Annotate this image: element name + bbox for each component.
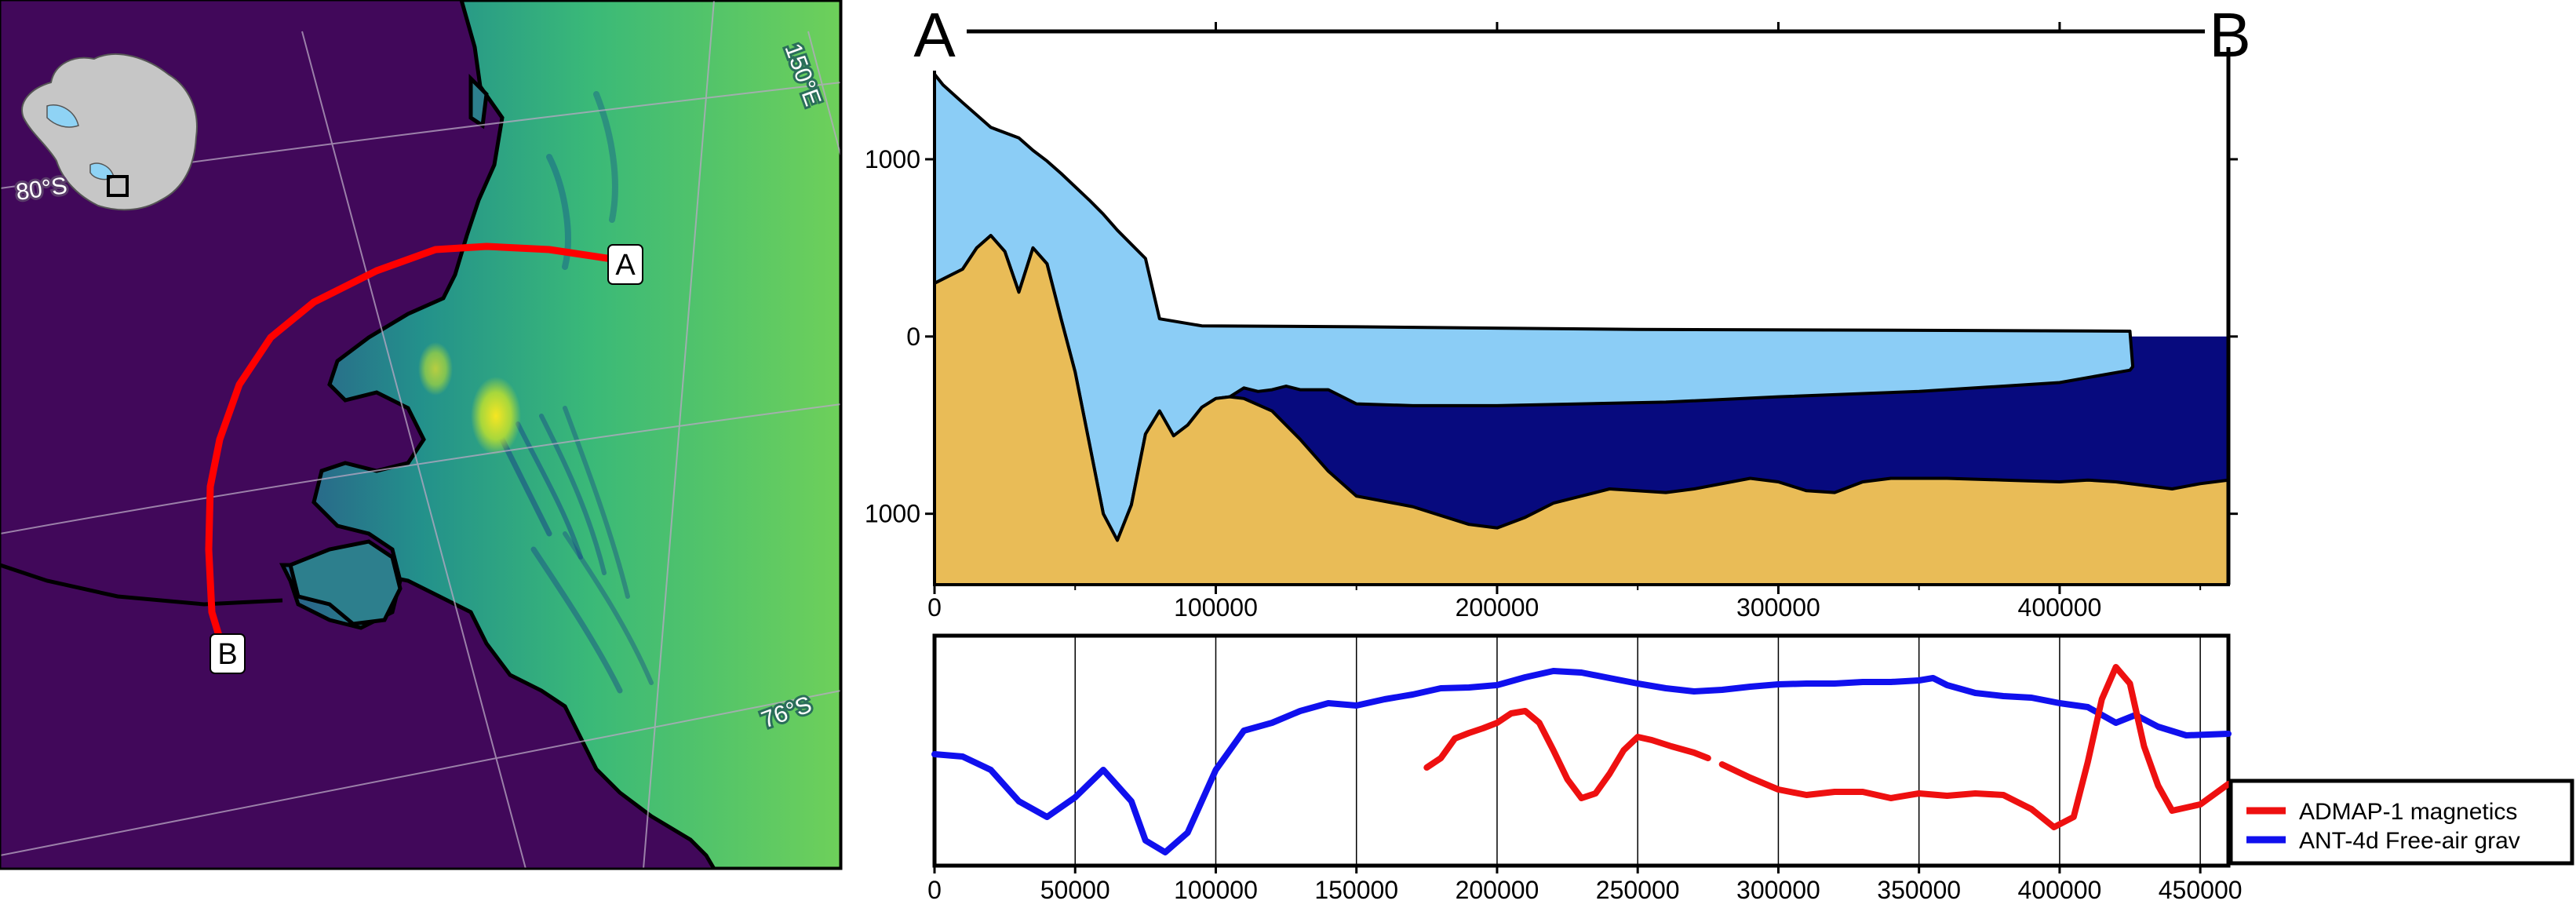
- x-tick-label: 300000: [1736, 876, 1820, 904]
- legend: ADMAP-1 magnetics ANT-4d Free-air grav: [2228, 779, 2574, 866]
- x-tick-label: 200000: [1456, 593, 1539, 622]
- x-tick-label: 50000: [1040, 876, 1110, 904]
- x-tick-label: 100000: [1174, 593, 1258, 622]
- highland-hotspot: [471, 377, 521, 455]
- highland-hotspot-2: [418, 342, 453, 396]
- anomaly-panel: 0 50000 100000 150000 200000 250000 300000 3500…: [927, 633, 2574, 904]
- y-tick-label: 1000: [865, 145, 920, 173]
- x-tick-label: 100000: [1174, 876, 1258, 904]
- inset-continent: [21, 53, 198, 211]
- x-tick-label: 150000: [1314, 876, 1398, 904]
- inset-antarctica: [21, 53, 198, 211]
- marker-a-label: A: [615, 249, 636, 282]
- profile-end-a: A: [913, 0, 956, 70]
- x-tick-label: 250000: [1596, 876, 1680, 904]
- top-ticks: [1214, 22, 2061, 31]
- map-frame: [0, 0, 843, 870]
- series-line-magnetics: [1423, 708, 1711, 801]
- series-line-magnetics: [1718, 664, 2232, 830]
- inset-location-box: [107, 175, 129, 197]
- profile-x-axis: 0 100000 200000 300000 400000: [927, 585, 2202, 622]
- profile-line: [205, 242, 616, 655]
- profile-y-axis: 1000 0 1000: [865, 145, 2238, 528]
- marker-a: A: [607, 244, 643, 285]
- y-tick-label: 1000: [865, 500, 920, 528]
- y-tick-label: 0: [906, 323, 920, 351]
- anomaly-x-axis: 0 50000 100000 150000 200000 250000 300000 3500…: [927, 864, 2243, 904]
- legend-box: [2228, 779, 2574, 866]
- marker-b-label: B: [217, 638, 237, 671]
- inset-ice-shelf: [46, 104, 79, 128]
- legend-label-gravity: ANT-4d Free-air grav: [2299, 828, 2520, 854]
- x-tick-label: 400000: [2018, 593, 2102, 622]
- marker-b: B: [210, 633, 246, 674]
- coastline-south: [0, 563, 283, 607]
- x-tick-label: 450000: [2159, 876, 2243, 904]
- x-tick-label: 350000: [1877, 876, 1961, 904]
- x-tick-label: 300000: [1736, 593, 1820, 622]
- bed-layer: [935, 234, 2228, 585]
- anomaly-gridlines: [1074, 637, 2201, 864]
- x-tick-label: 200000: [1456, 876, 1539, 904]
- location-map: 80°S 150°E 76°S A B: [0, 0, 841, 869]
- legend-label-magnetics: ADMAP-1 magnetics: [2299, 799, 2517, 825]
- x-tick-label: 0: [927, 876, 942, 904]
- anomaly-series: [931, 664, 2232, 855]
- x-tick-label: 0: [927, 593, 942, 622]
- series-line-gravity: [931, 668, 2232, 855]
- x-tick-label: 400000: [2018, 876, 2102, 904]
